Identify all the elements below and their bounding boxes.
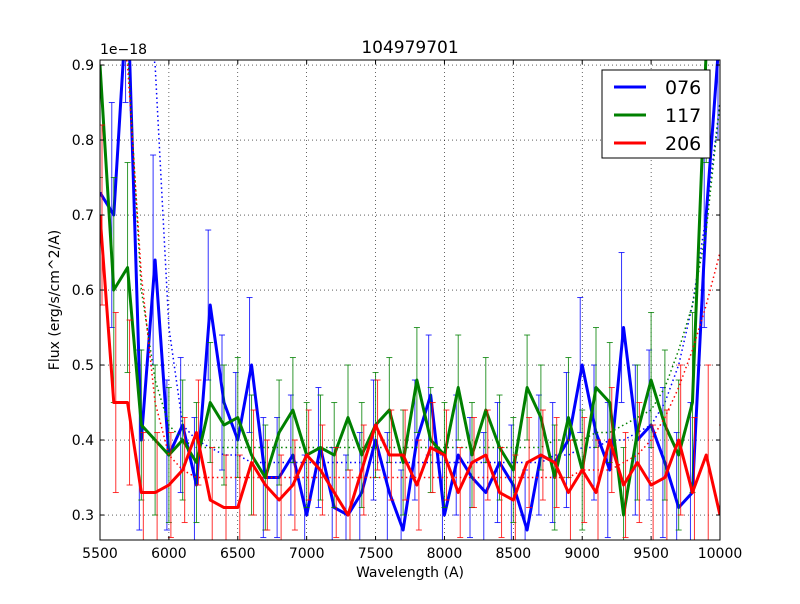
y-tick-label: 0.8	[72, 133, 94, 149]
series-line-206	[100, 214, 720, 517]
x-tick-label: 8500	[496, 546, 532, 562]
series-206	[100, 60, 720, 540]
y-tick-label: 0.7	[72, 208, 94, 224]
x-tick-label: 10000	[698, 546, 743, 562]
series-marks	[100, 60, 720, 540]
y-axis-label: Flux (erg/s/cm^2/A)	[47, 230, 63, 370]
x-axis-label: Wavelength (A)	[356, 565, 464, 581]
x-tick-label: 9500	[633, 546, 669, 562]
series-line-076	[100, 60, 720, 532]
y-offset-text: 1e−18	[100, 42, 147, 58]
legend-label-117: 117	[665, 105, 701, 127]
legend-label-076: 076	[665, 77, 701, 99]
axis-ticks: 5500 6000 6500 7000 7500 8000 8500 9000 9500 1000…	[72, 58, 743, 562]
legend: 076 117 206	[601, 69, 711, 159]
y-tick-label: 0.3	[72, 508, 94, 524]
y-tick-label: 0.6	[72, 283, 94, 299]
x-tick-label: 7500	[358, 546, 394, 562]
chart-title: 104979701	[361, 38, 458, 58]
y-tick-label: 0.5	[72, 358, 94, 374]
x-tick-label: 9000	[564, 546, 600, 562]
x-tick-label: 7000	[289, 546, 325, 562]
y-tick-label: 0.9	[72, 58, 94, 74]
x-tick-label: 5500	[82, 546, 118, 562]
x-tick-label: 8000	[427, 546, 463, 562]
legend-label-206: 206	[665, 133, 701, 155]
y-tick-label: 0.4	[72, 433, 94, 449]
x-tick-label: 6000	[151, 546, 187, 562]
x-tick-label: 6500	[220, 546, 256, 562]
plot-frame	[99, 59, 721, 541]
continuum-line-206	[125, 60, 720, 479]
